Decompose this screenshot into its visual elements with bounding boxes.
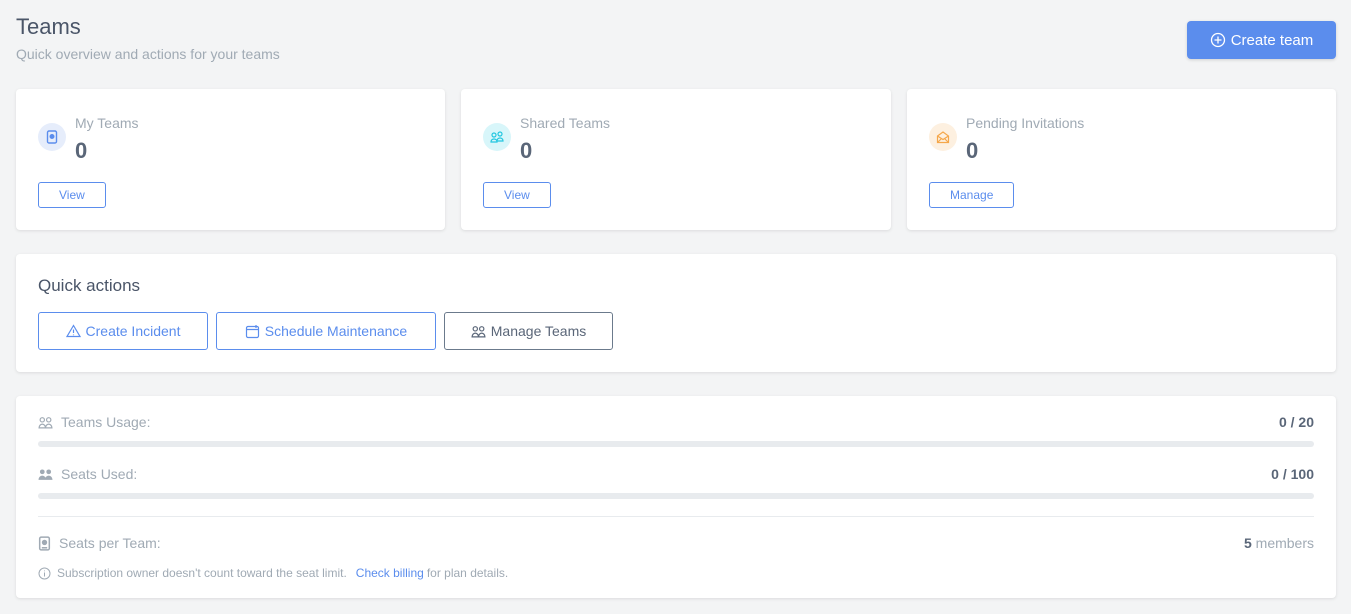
seats-per-team-count: 5 [1243, 535, 1252, 551]
manage-invitations-button[interactable]: Manage [929, 182, 1015, 208]
teams-usage-value: 0 / 20 [1278, 414, 1314, 430]
stat-label: Pending Invitations [966, 115, 1085, 131]
plus-circle-icon [1210, 32, 1225, 48]
create-team-button[interactable]: Create team [1187, 21, 1336, 59]
check-billing-link[interactable]: Check billing [355, 566, 424, 580]
users-icon [483, 123, 511, 151]
seats-used-progress [38, 493, 1314, 499]
create-incident-button[interactable]: Create Incident [38, 312, 208, 350]
stat-card-my-teams: My Teams 0 View [16, 89, 445, 230]
calendar-icon [245, 324, 259, 338]
seats-per-team-row: Seats per Team: 5 members [38, 535, 1314, 551]
users-icon [38, 416, 53, 428]
envelope-open-icon [929, 123, 957, 151]
warning-icon [65, 324, 81, 338]
teams-usage-row: Teams Usage: 0 / 20 [38, 414, 1314, 430]
users-filled-icon [38, 468, 53, 480]
seats-used-row: Seats Used: 0 / 100 [38, 466, 1314, 482]
divider [38, 516, 1314, 517]
seat-limit-note: Subscription owner doesn't count toward … [38, 566, 508, 580]
page-title: Teams [16, 14, 81, 39]
id-badge-icon [38, 535, 51, 551]
schedule-maintenance-button[interactable]: Schedule Maintenance [216, 312, 436, 350]
view-shared-teams-button[interactable]: View [483, 182, 551, 208]
usage-panel: Teams Usage: 0 / 20 Seats Used: 0 / 100 … [16, 396, 1336, 598]
stat-card-pending-invitations: Pending Invitations 0 Manage [907, 89, 1336, 230]
view-my-teams-button[interactable]: View [38, 182, 106, 208]
seats-used-value: 0 / 100 [1271, 466, 1314, 482]
info-icon [38, 567, 51, 579]
stat-label: Shared Teams [520, 115, 611, 131]
quick-actions-title: Quick actions [38, 276, 141, 295]
stat-value: 0 [75, 138, 88, 163]
stat-value: 0 [520, 138, 533, 163]
stat-card-shared-teams: Shared Teams 0 View [461, 89, 891, 230]
id-badge-icon [38, 123, 66, 151]
manage-teams-button[interactable]: Manage Teams [444, 312, 613, 350]
page-subtitle: Quick overview and actions for your team… [16, 46, 280, 62]
quick-actions-panel: Quick actions Create Incident Schedule M… [16, 254, 1336, 372]
stat-value: 0 [966, 138, 979, 163]
teams-usage-progress [38, 441, 1314, 447]
stat-label: My Teams [75, 115, 139, 131]
users-icon [471, 325, 486, 337]
